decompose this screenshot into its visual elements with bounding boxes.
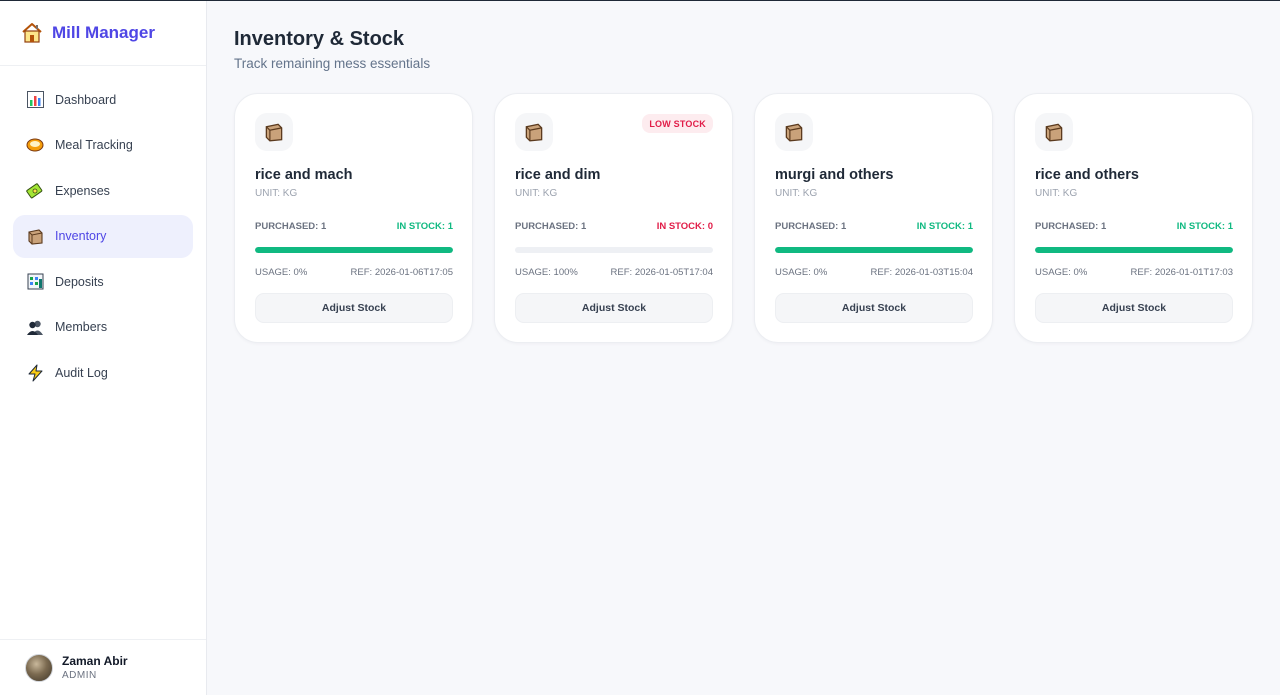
low-stock-badge: LOW STOCK: [642, 114, 713, 133]
sidebar-item-audit-log[interactable]: Audit Log: [13, 351, 193, 394]
stock-stats: PURCHASED: 1 IN STOCK: 0: [515, 221, 713, 232]
adjust-stock-button[interactable]: Adjust Stock: [515, 293, 713, 323]
ref-timestamp: REF: 2026-01-01T17:03: [1130, 267, 1233, 278]
purchased-count: PURCHASED: 1: [1035, 221, 1107, 232]
in-stock-count: IN STOCK: 0: [656, 221, 713, 232]
sidebar-item-inventory[interactable]: Inventory: [13, 214, 193, 258]
bank-icon: [26, 273, 44, 291]
item-name: rice and dim: [515, 167, 601, 183]
user-profile[interactable]: Zaman Abir ADMIN: [0, 639, 206, 695]
app-title: Mill Manager: [52, 23, 155, 42]
usage-percent: USAGE: 100%: [515, 267, 578, 278]
sidebar-item-label: Audit Log: [55, 365, 108, 380]
item-unit: UNIT: KG: [1035, 188, 1078, 199]
item-name: murgi and others: [775, 167, 894, 183]
stock-stats: PURCHASED: 1 IN STOCK: 1: [1035, 221, 1233, 232]
inventory-card: LOW STOCK rice and dim UNIT: KG PURCHASE…: [494, 93, 733, 343]
inventory-card: rice and others UNIT: KG PURCHASED: 1 IN…: [1014, 93, 1253, 343]
in-stock-count: IN STOCK: 1: [916, 221, 973, 232]
sidebar-item-dashboard[interactable]: Dashboard: [13, 78, 193, 121]
package-icon: [26, 227, 44, 245]
bar-chart-icon: [26, 91, 44, 109]
item-unit: UNIT: KG: [775, 188, 818, 199]
item-name: rice and others: [1035, 167, 1139, 183]
package-icon: [255, 113, 293, 151]
stock-progress-fill: [1035, 247, 1233, 253]
sidebar-item-members[interactable]: Members: [13, 306, 193, 349]
usage-percent: USAGE: 0%: [255, 267, 308, 278]
adjust-stock-button[interactable]: Adjust Stock: [255, 293, 453, 323]
in-stock-count: IN STOCK: 1: [396, 221, 453, 232]
purchased-count: PURCHASED: 1: [255, 221, 327, 232]
sidebar-nav: Dashboard Meal Tracking Expenses: [0, 66, 206, 394]
package-icon: [1035, 113, 1073, 151]
item-unit: UNIT: KG: [255, 188, 298, 199]
sidebar-item-label: Expenses: [55, 183, 110, 198]
stock-progress-fill: [255, 247, 453, 253]
sidebar-item-label: Deposits: [55, 274, 104, 289]
sidebar-item-expenses[interactable]: Expenses: [13, 169, 193, 212]
stock-meta: USAGE: 0% REF: 2026-01-06T17:05: [255, 267, 453, 278]
in-stock-count: IN STOCK: 1: [1176, 221, 1233, 232]
package-icon: [515, 113, 553, 151]
sidebar: Mill Manager Dashboard Meal Tracking: [0, 1, 207, 695]
page-subtitle: Track remaining mess essentials: [234, 56, 431, 71]
window-top-border: [0, 0, 1280, 1]
user-name: Zaman Abir: [62, 654, 128, 668]
ref-timestamp: REF: 2026-01-05T17:04: [610, 267, 713, 278]
stock-progress-bar: [255, 247, 453, 253]
stock-progress-bar: [1035, 247, 1233, 253]
stock-progress-bar: [775, 247, 973, 253]
ref-timestamp: REF: 2026-01-03T15:04: [870, 267, 973, 278]
sidebar-item-deposits[interactable]: Deposits: [13, 260, 193, 303]
inventory-card: rice and mach UNIT: KG PURCHASED: 1 IN S…: [234, 93, 473, 343]
stock-meta: USAGE: 0% REF: 2026-01-03T15:04: [775, 267, 973, 278]
brand[interactable]: Mill Manager: [0, 1, 206, 66]
sidebar-item-label: Dashboard: [55, 92, 117, 107]
adjust-stock-button[interactable]: Adjust Stock: [1035, 293, 1233, 323]
user-role: ADMIN: [62, 670, 97, 681]
stock-progress-bar: [515, 247, 713, 253]
money-icon: [26, 182, 44, 200]
stock-meta: USAGE: 100% REF: 2026-01-05T17:04: [515, 267, 713, 278]
lightning-icon: [26, 364, 44, 382]
user-info: Zaman Abir ADMIN: [62, 654, 128, 681]
item-name: rice and mach: [255, 167, 353, 183]
item-unit: UNIT: KG: [515, 188, 558, 199]
inventory-grid: rice and mach UNIT: KG PURCHASED: 1 IN S…: [234, 93, 1253, 343]
main-content: Inventory & Stock Track remaining mess e…: [208, 1, 1280, 695]
stock-meta: USAGE: 0% REF: 2026-01-01T17:03: [1035, 267, 1233, 278]
house-icon: [20, 21, 44, 45]
usage-percent: USAGE: 0%: [775, 267, 828, 278]
sidebar-item-label: Inventory: [55, 229, 107, 243]
stock-stats: PURCHASED: 1 IN STOCK: 1: [255, 221, 453, 232]
stock-stats: PURCHASED: 1 IN STOCK: 1: [775, 221, 973, 232]
sidebar-item-meal-tracking[interactable]: Meal Tracking: [13, 124, 193, 167]
adjust-stock-button[interactable]: Adjust Stock: [775, 293, 973, 323]
package-icon: [775, 113, 813, 151]
sidebar-item-label: Meal Tracking: [55, 138, 133, 152]
purchased-count: PURCHASED: 1: [775, 221, 847, 232]
ref-timestamp: REF: 2026-01-06T17:05: [350, 267, 453, 278]
page-title: Inventory & Stock: [234, 28, 405, 50]
inventory-card: murgi and others UNIT: KG PURCHASED: 1 I…: [754, 93, 993, 343]
usage-percent: USAGE: 0%: [1035, 267, 1088, 278]
avatar: [25, 653, 53, 682]
stock-progress-fill: [775, 247, 973, 253]
sidebar-item-label: Members: [55, 320, 108, 334]
purchased-count: PURCHASED: 1: [515, 221, 587, 232]
members-icon: [26, 318, 44, 336]
meal-bowl-icon: [26, 136, 44, 154]
